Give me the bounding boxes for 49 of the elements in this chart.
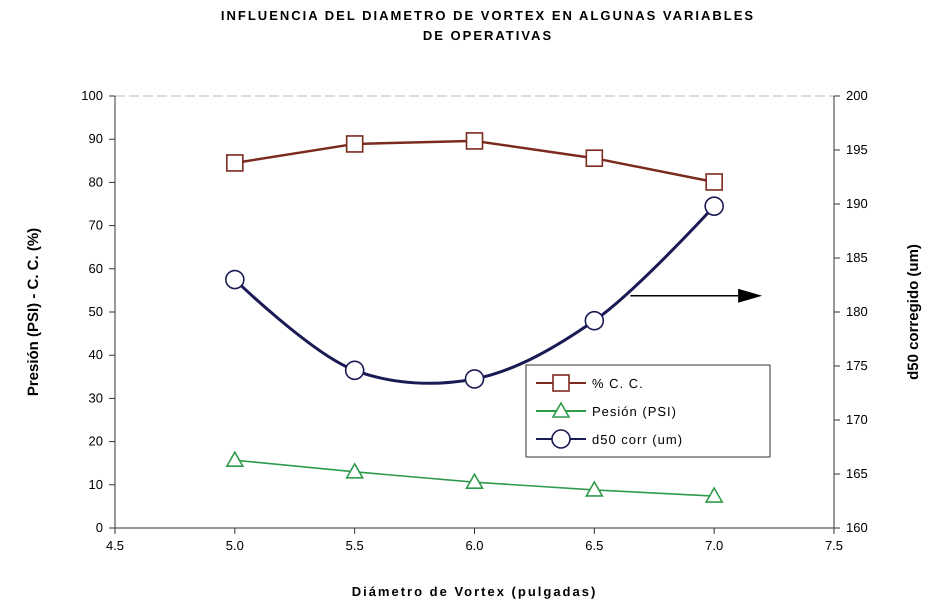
y-tick-label: 50 xyxy=(88,304,103,319)
y-tick-label: 90 xyxy=(88,131,103,146)
y-tick-label: 10 xyxy=(88,476,103,492)
y2-tick-label: 200 xyxy=(846,88,868,103)
point xyxy=(586,481,604,497)
point xyxy=(466,473,484,490)
point xyxy=(464,369,484,389)
y-tick-label: 30 xyxy=(88,390,103,406)
y-tick-label: 40 xyxy=(88,347,103,362)
point xyxy=(344,360,364,380)
x-tick-label: 5.5 xyxy=(346,538,364,553)
point xyxy=(225,270,245,290)
point xyxy=(346,135,364,153)
legend-label: d50 corr (um) xyxy=(592,432,684,447)
y2-tick-label: 195 xyxy=(846,142,868,157)
legend-label: % C. C. xyxy=(592,376,644,391)
point xyxy=(586,149,604,168)
point xyxy=(226,154,244,172)
y-axis-title: Presión (PSI) - C. C. (%) xyxy=(25,228,42,396)
y-tick-label: 0 xyxy=(96,520,103,535)
x-tick-label: 6.5 xyxy=(585,538,604,553)
x-tick-label: 4.5 xyxy=(106,538,124,553)
y2-tick-label: 180 xyxy=(846,304,868,319)
point xyxy=(705,173,723,191)
x-tick-label: 6.0 xyxy=(465,538,484,553)
x-tick-label: 7.5 xyxy=(824,538,844,553)
x-axis-title: Diámetro de Vortex (pulgadas) xyxy=(352,584,598,599)
y-tick-label: 70 xyxy=(88,218,103,233)
y-tick-label: 60 xyxy=(88,260,103,276)
y-tick-label: 20 xyxy=(88,434,103,449)
y2-tick-label: 160 xyxy=(846,520,868,535)
y-tick-label: 100 xyxy=(81,88,103,103)
point xyxy=(584,310,604,330)
legend-label: Pesión (PSI) xyxy=(592,404,677,419)
chart-title: INFLUENCIA DEL DIAMETRO DE VORTEX EN ALGUNAS VARIABLES DE OPERATIVAS xyxy=(220,7,756,45)
point xyxy=(705,487,723,503)
y2-tick-label: 170 xyxy=(846,412,868,427)
y2-tick-label: 175 xyxy=(846,358,868,373)
point xyxy=(226,451,244,467)
point xyxy=(346,463,364,479)
y2-tick-label: 165 xyxy=(846,466,868,481)
x-tick-label: 5.0 xyxy=(226,538,244,553)
point xyxy=(704,196,724,216)
y2-tick-label: 190 xyxy=(846,196,868,211)
x-tick-label: 7.0 xyxy=(705,538,724,553)
y-tick-label: 80 xyxy=(88,174,103,190)
y2-axis-title: d50 corregido (um) xyxy=(905,244,922,380)
point xyxy=(466,132,484,150)
y2-tick-label: 185 xyxy=(846,250,868,265)
